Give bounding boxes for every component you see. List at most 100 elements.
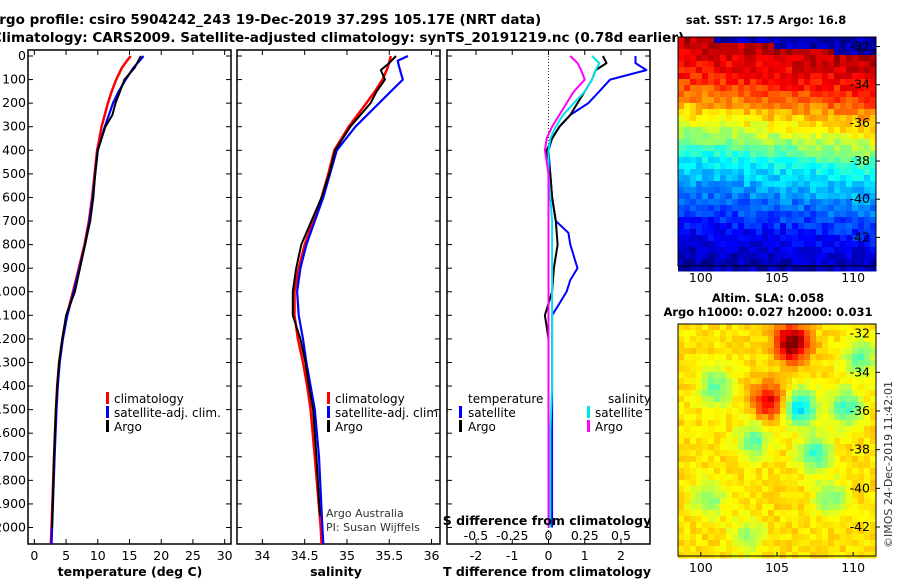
sst-cell — [786, 79, 793, 86]
sst-cell — [702, 217, 709, 224]
sla-cell — [852, 474, 859, 481]
sst-cell — [840, 247, 847, 254]
sla-cell — [684, 366, 691, 373]
sst-cell — [738, 187, 745, 194]
sst-cell — [846, 109, 853, 116]
sst-cell — [804, 49, 811, 56]
sst-cell — [678, 151, 685, 158]
sst-cell — [750, 43, 757, 50]
sst-cell — [774, 79, 781, 86]
sst-cell — [852, 265, 859, 272]
timestamp: ©IMOS 24-Dec-2019 11:42:01 — [882, 381, 895, 548]
sla-cell — [696, 516, 703, 523]
sst-cell — [828, 247, 835, 254]
sla-cell — [846, 480, 853, 487]
sst-cell — [756, 91, 763, 98]
sla-cell — [756, 396, 763, 403]
sla-cell — [792, 504, 799, 511]
sst-cell — [810, 109, 817, 116]
sla-cell — [864, 438, 871, 445]
sst-cell — [690, 61, 697, 68]
sst-cell — [678, 73, 685, 80]
sst-cell — [780, 79, 787, 86]
sst-cell — [750, 175, 757, 182]
sst-cell — [786, 61, 793, 68]
sst-cell — [714, 205, 721, 212]
sla-cell — [792, 348, 799, 355]
sst-cell — [858, 211, 865, 218]
sla-cell — [744, 330, 751, 337]
sla-cell — [840, 450, 847, 457]
sla-cell — [780, 492, 787, 499]
sla-cell — [678, 498, 685, 505]
sst-cell — [864, 79, 871, 86]
sst-cell — [756, 199, 763, 206]
sst-cell — [858, 127, 865, 134]
sla-cell — [828, 444, 835, 451]
sla-cell — [780, 456, 787, 463]
sst-cell — [738, 217, 745, 224]
sla-cell — [822, 372, 829, 379]
sst-cell — [762, 145, 769, 152]
sla-cell — [846, 522, 853, 529]
sst-cell — [744, 103, 751, 110]
sst-cell — [726, 61, 733, 68]
sst-cell — [744, 151, 751, 158]
sst-cell — [720, 121, 727, 128]
sla-cell — [858, 360, 865, 367]
sla-cell — [810, 384, 817, 391]
sla-cell — [768, 510, 775, 517]
y-tick-label: 800 — [2, 237, 26, 252]
sla-cell — [804, 486, 811, 493]
sla-cell — [708, 324, 715, 331]
sst-cell — [870, 181, 877, 188]
sst-cell — [816, 115, 823, 122]
sst-cell — [816, 241, 823, 248]
sla-cell — [690, 528, 697, 535]
sla-cell — [696, 504, 703, 511]
sst-cell — [828, 91, 835, 98]
sla-cell — [834, 336, 841, 343]
sla-cell — [744, 504, 751, 511]
sla-cell — [774, 426, 781, 433]
map-y-tick-label: -32 — [850, 326, 870, 341]
sst-cell — [798, 91, 805, 98]
sst-cell — [810, 241, 817, 248]
sst-cell — [768, 205, 775, 212]
sst-cell — [786, 169, 793, 176]
sla-cell — [678, 450, 685, 457]
sst-cell — [816, 217, 823, 224]
sst-cell — [756, 115, 763, 122]
sla-cell — [762, 390, 769, 397]
sla-cell — [804, 360, 811, 367]
sla-cell — [840, 456, 847, 463]
sla-cell — [864, 510, 871, 517]
sst-cell — [816, 181, 823, 188]
sst-cell — [756, 223, 763, 230]
sla-cell — [804, 420, 811, 427]
sla-cell — [864, 444, 871, 451]
sst-cell — [768, 103, 775, 110]
sla-cell — [750, 552, 757, 559]
sst-cell — [852, 133, 859, 140]
sst-cell — [708, 205, 715, 212]
sla-cell — [864, 486, 871, 493]
sla-cell — [780, 444, 787, 451]
sla-cell — [810, 396, 817, 403]
sla-cell — [870, 432, 877, 439]
sla-cell — [834, 552, 841, 559]
sst-cell — [678, 139, 685, 146]
sla-cell — [714, 462, 721, 469]
sst-cell — [792, 103, 799, 110]
sst-cell — [810, 175, 817, 182]
sla-cell — [762, 414, 769, 421]
sla-cell — [684, 492, 691, 499]
sst-cell — [834, 235, 841, 242]
sst-cell — [840, 253, 847, 260]
sla-cell — [822, 432, 829, 439]
sla-cell — [870, 450, 877, 457]
sla-cell — [720, 390, 727, 397]
sla-cell — [846, 498, 853, 505]
sst-cell — [726, 115, 733, 122]
sla-cell — [834, 372, 841, 379]
